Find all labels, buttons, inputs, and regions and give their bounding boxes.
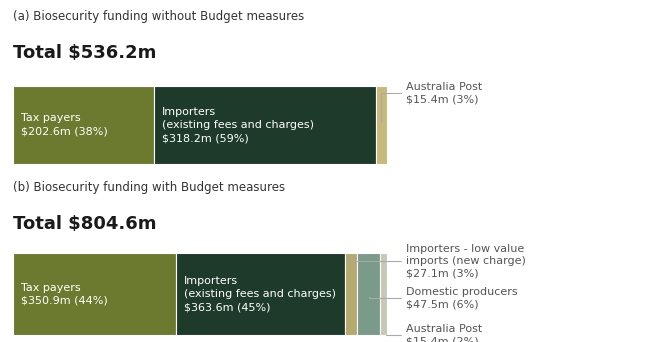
Text: Total $804.6m: Total $804.6m xyxy=(13,215,157,234)
Text: Australia Post
$15.4m (3%): Australia Post $15.4m (3%) xyxy=(382,82,482,122)
Bar xyxy=(154,86,376,164)
Text: Tax payers
$350.9m (44%): Tax payers $350.9m (44%) xyxy=(21,282,107,306)
Text: Total $536.2m: Total $536.2m xyxy=(13,44,157,63)
Bar xyxy=(380,253,387,335)
Bar xyxy=(376,86,387,164)
Bar xyxy=(176,253,345,335)
Bar xyxy=(13,86,154,164)
Text: Australia Post
$15.4m (2%): Australia Post $15.4m (2%) xyxy=(386,324,482,342)
Text: Importers - low value
imports (new charge)
$27.1m (3%): Importers - low value imports (new charg… xyxy=(351,244,526,279)
Text: Importers
(existing fees and charges)
$318.2m (59%): Importers (existing fees and charges) $3… xyxy=(162,107,314,143)
Text: Tax payers
$202.6m (38%): Tax payers $202.6m (38%) xyxy=(21,113,107,136)
Text: (b) Biosecurity funding with Budget measures: (b) Biosecurity funding with Budget meas… xyxy=(13,181,285,194)
Text: Domestic producers
$47.5m (6%): Domestic producers $47.5m (6%) xyxy=(369,287,518,310)
Text: Importers
(existing fees and charges)
$363.6m (45%): Importers (existing fees and charges) $3… xyxy=(184,276,336,312)
Bar xyxy=(13,253,176,335)
Bar xyxy=(358,253,380,335)
Text: (a) Biosecurity funding without Budget measures: (a) Biosecurity funding without Budget m… xyxy=(13,10,304,23)
Bar xyxy=(345,253,358,335)
